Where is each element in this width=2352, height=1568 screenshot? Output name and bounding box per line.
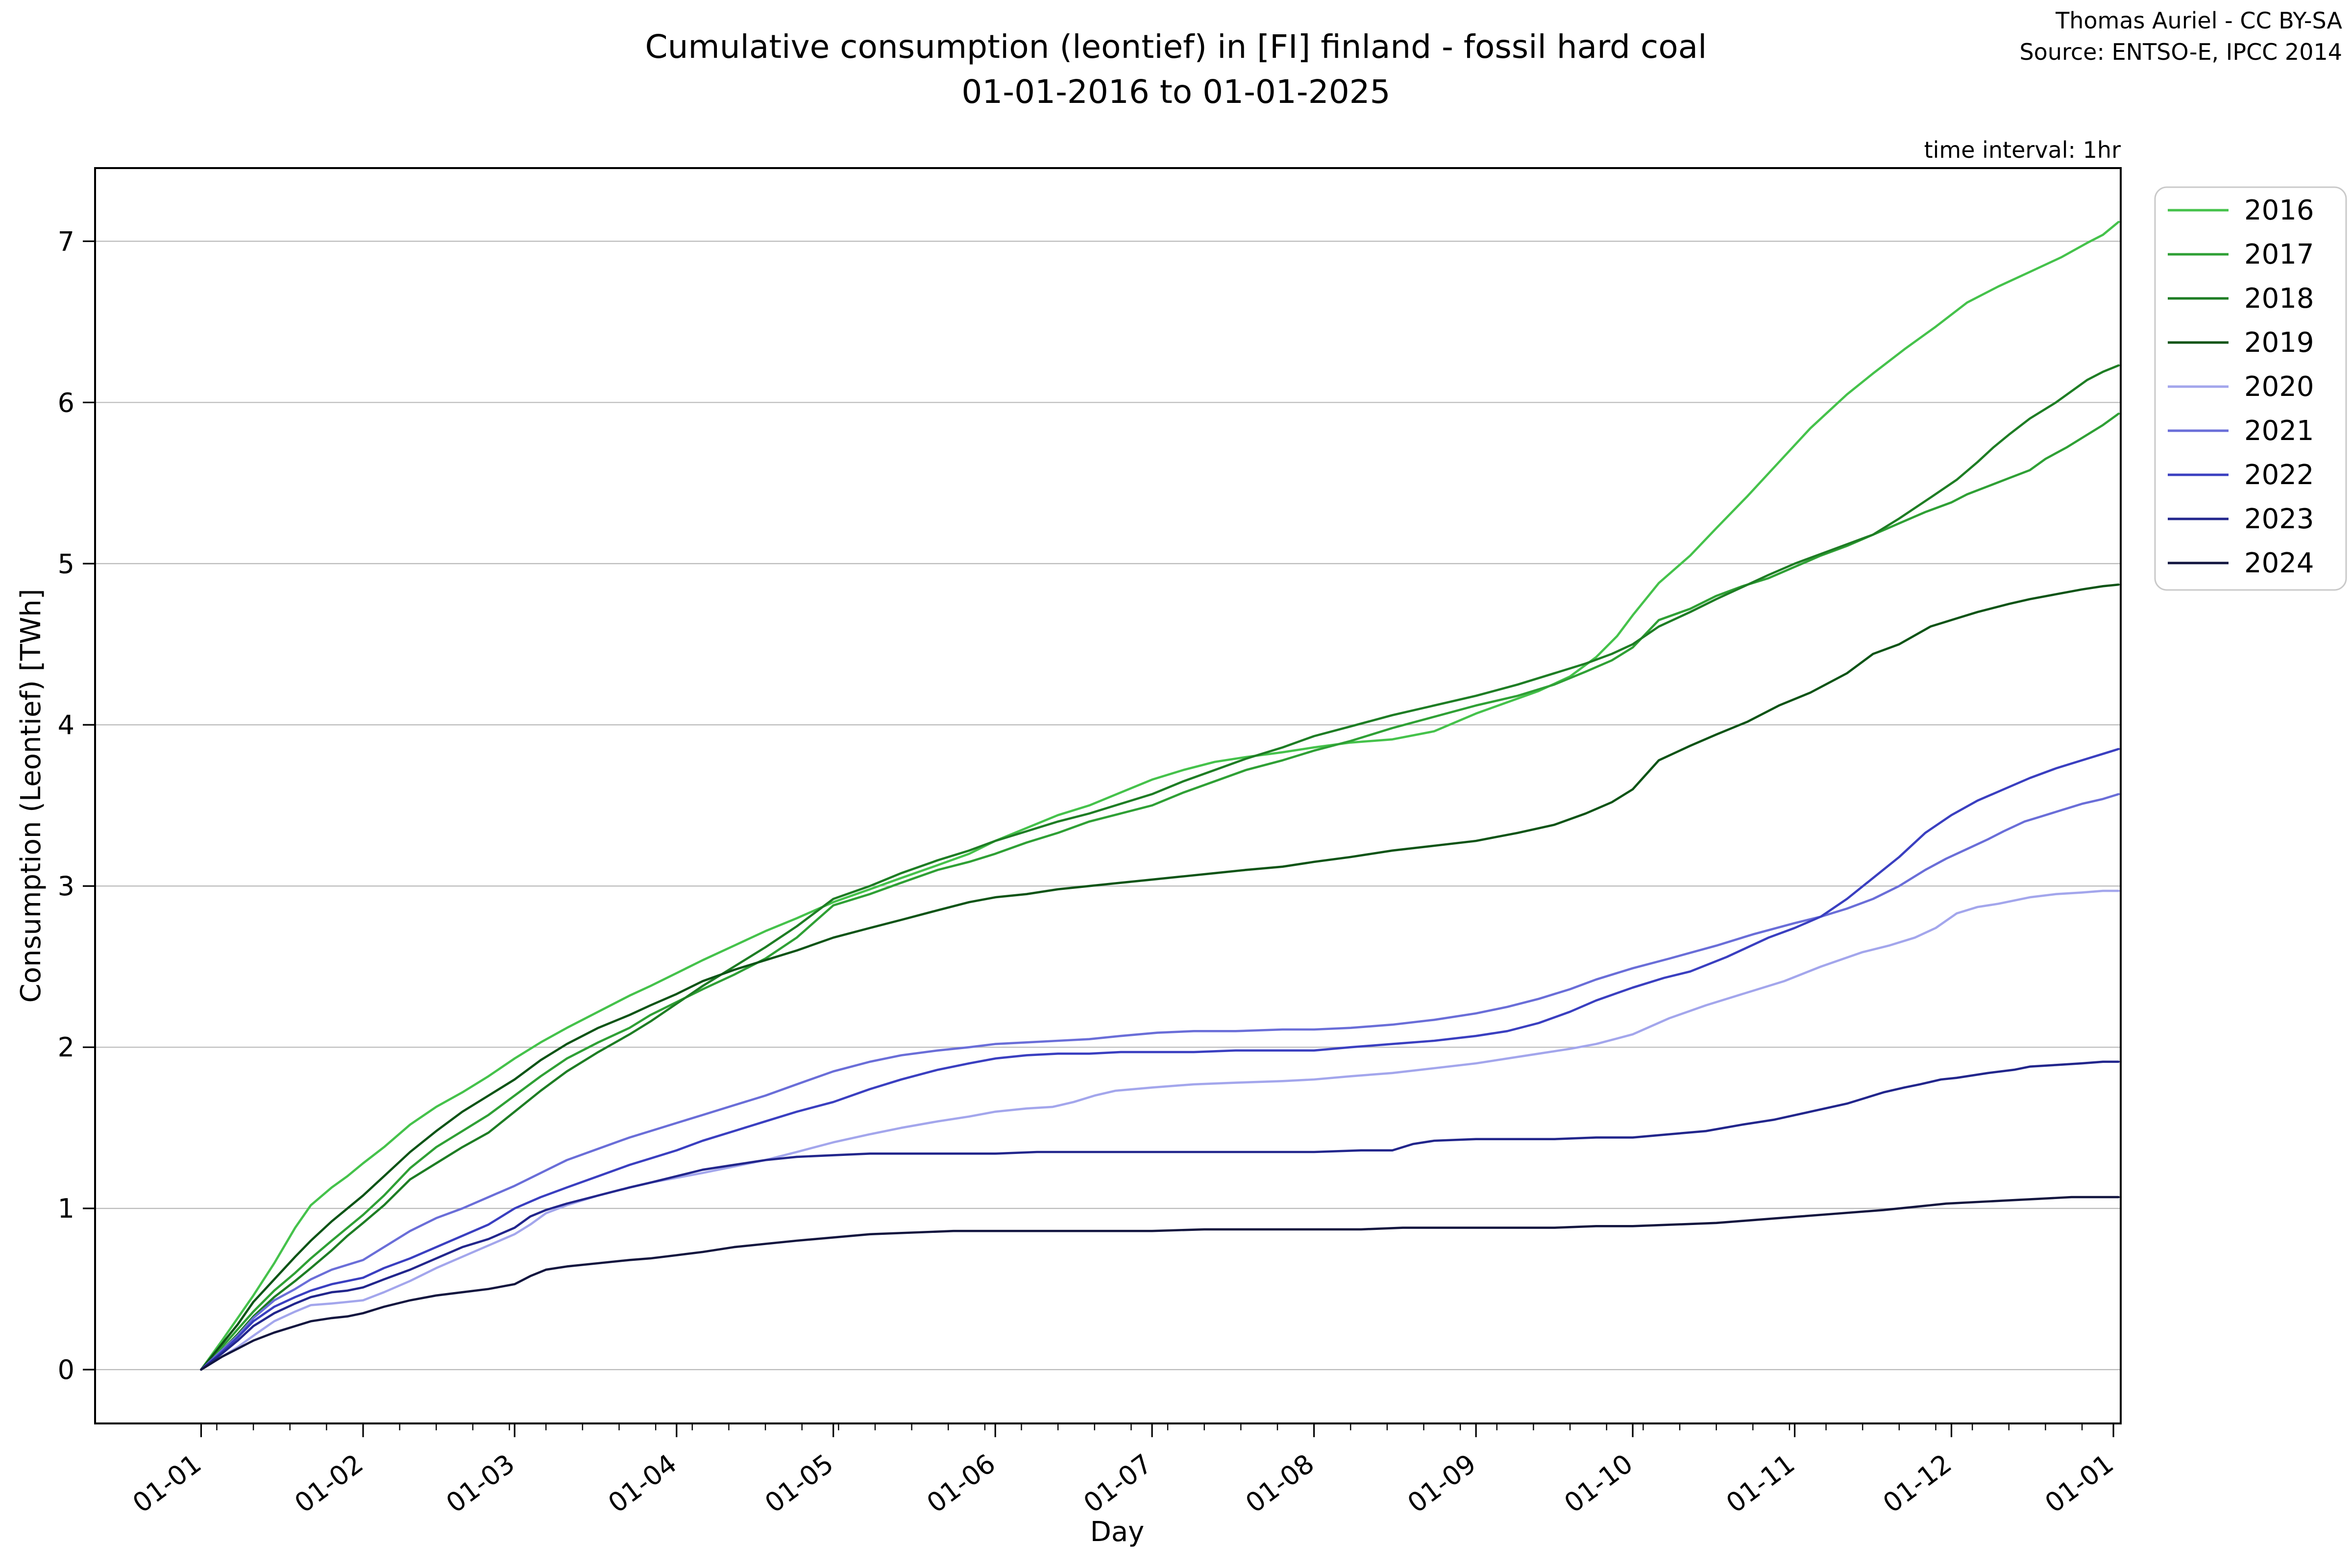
series-line-2020 xyxy=(200,889,2120,1371)
y-tick-label-6: 6 xyxy=(58,387,74,418)
plot-frame xyxy=(94,167,2122,1424)
y-tick-label-1: 1 xyxy=(58,1193,74,1224)
legend-label-2018: 2018 xyxy=(2244,283,2314,315)
y-axis-label: Consumption (Leontief) [TWh] xyxy=(15,588,47,1003)
credit-author: Thomas Auriel - CC BY-SA xyxy=(2055,7,2342,34)
x-tick-label-12: 01-01 xyxy=(2039,1448,2119,1519)
y-tick-label-5: 5 xyxy=(58,548,74,579)
x-tick-label-6: 01-07 xyxy=(1078,1448,1158,1519)
legend-label-2017: 2017 xyxy=(2244,239,2314,270)
x-tick-label-3: 01-04 xyxy=(602,1448,682,1519)
chart-title-line2: 01-01-2016 to 01-01-2025 xyxy=(961,73,1390,111)
x-tick-label-2: 01-03 xyxy=(441,1448,520,1519)
series-line-2019 xyxy=(200,583,2120,1371)
x-tick-label-9: 01-10 xyxy=(1559,1448,1639,1519)
legend: 2016 2017 2018 2019 2020 2021 2022 2023 2024 xyxy=(2154,186,2347,591)
legend-label-2022: 2022 xyxy=(2244,459,2314,491)
y-tick-label-7: 7 xyxy=(58,226,74,257)
x-tick-label-11: 01-12 xyxy=(1877,1448,1957,1519)
y-tick-label-4: 4 xyxy=(58,710,74,740)
series-lines xyxy=(200,220,2120,1371)
series-line-2018 xyxy=(200,364,2120,1371)
x-axis-label: Day xyxy=(1090,1516,1145,1548)
credit-source: Source: ENTSO-E, IPCC 2014 xyxy=(2019,39,2342,65)
x-tick-label-1: 01-02 xyxy=(289,1448,369,1519)
time-interval-note: time interval: 1hr xyxy=(1924,137,2121,163)
x-tick-label-0: 01-01 xyxy=(127,1448,207,1519)
series-line-2024 xyxy=(200,1196,2120,1371)
legend-label-2016: 2016 xyxy=(2244,195,2314,226)
legend-label-2019: 2019 xyxy=(2244,327,2314,359)
axis-ticks: 0 1 2 3 4 5 6 7 01-01 01-02 01-03 01-04 01-05 01-06 01… xyxy=(58,226,2119,1519)
x-tick-label-5: 01-06 xyxy=(921,1448,1001,1519)
chart-title-line1: Cumulative consumption (leontief) in [FI… xyxy=(645,28,1707,66)
series-line-2016 xyxy=(200,220,2120,1371)
series-line-2022 xyxy=(200,748,2120,1371)
x-tick-label-7: 01-08 xyxy=(1240,1448,1320,1519)
legend-label-2021: 2021 xyxy=(2244,415,2314,447)
y-tick-label-3: 3 xyxy=(58,871,74,902)
series-line-2017 xyxy=(200,412,2120,1371)
x-tick-label-10: 01-11 xyxy=(1720,1448,1800,1519)
x-tick-label-4: 01-05 xyxy=(759,1448,839,1519)
gridlines xyxy=(96,241,2120,1371)
legend-label-2024: 2024 xyxy=(2244,547,2314,579)
y-tick-label-0: 0 xyxy=(58,1354,74,1385)
legend-label-2020: 2020 xyxy=(2244,371,2314,403)
y-tick-label-2: 2 xyxy=(58,1032,74,1063)
x-tick-label-8: 01-09 xyxy=(1402,1448,1482,1519)
legend-box xyxy=(2154,186,2347,591)
plot-border xyxy=(94,167,2122,1424)
series-line-2023 xyxy=(200,1060,2120,1371)
legend-label-2023: 2023 xyxy=(2244,503,2314,535)
series-line-2021 xyxy=(200,793,2120,1371)
